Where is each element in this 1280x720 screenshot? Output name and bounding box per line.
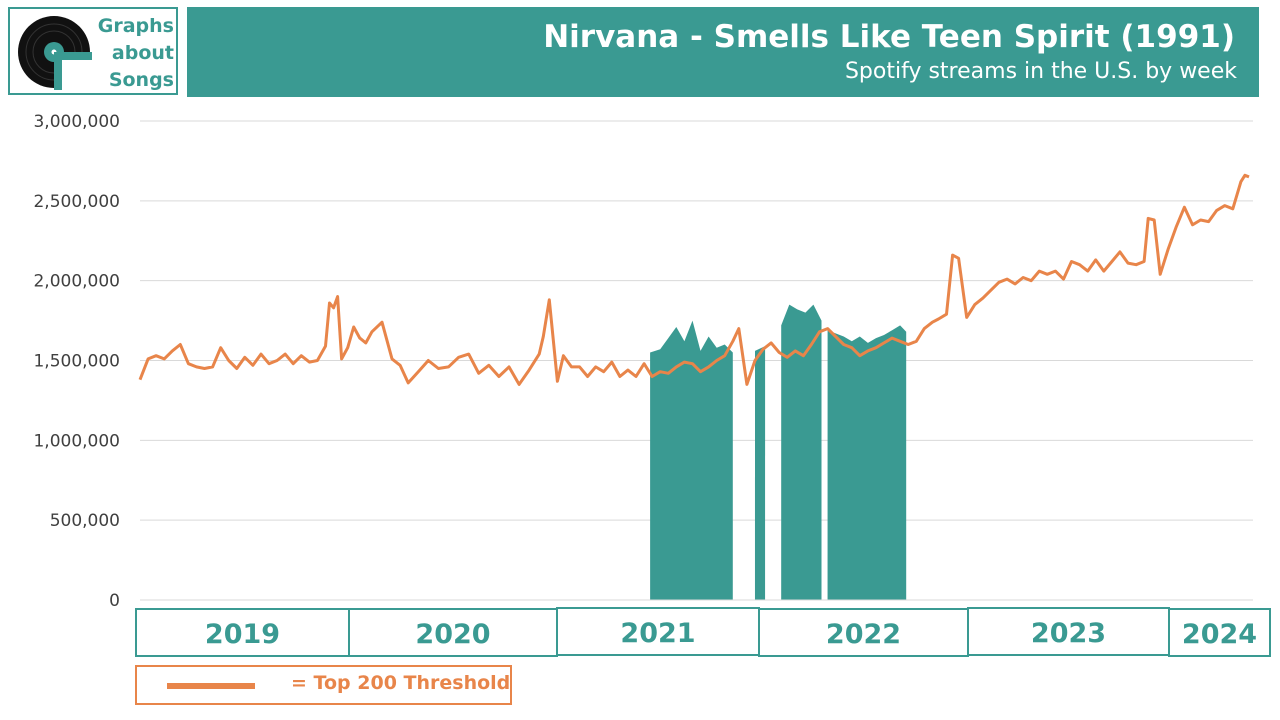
top200-area: [827, 325, 907, 600]
logo-g-bar: [54, 52, 92, 60]
year-label: 2023: [1031, 618, 1106, 649]
y-tick-label: 3,000,000: [33, 112, 120, 132]
logo-g-stem: [54, 52, 62, 90]
brand-line: about: [111, 42, 174, 64]
y-tick-label: 2,500,000: [33, 192, 120, 212]
brand-line: Songs: [108, 69, 174, 91]
top200-area: [754, 346, 766, 600]
year-label: 2019: [205, 619, 280, 650]
legend-line-swatch: [167, 683, 255, 689]
brand-name: Graphs about Songs: [86, 13, 174, 94]
y-tick-label: 500,000: [50, 511, 120, 531]
brand-logo: Graphs about Songs: [8, 7, 178, 95]
year-box: [758, 608, 969, 657]
y-tick-label: 1,500,000: [33, 352, 120, 372]
legend-label: = Top 200 Threshold: [291, 672, 511, 694]
year-box: [348, 608, 558, 657]
vinyl-record-icon: [18, 16, 94, 92]
year-box: [556, 607, 760, 656]
year-label: 2021: [620, 618, 695, 649]
y-tick-label: 0: [109, 591, 120, 611]
year-box: [1168, 608, 1271, 657]
year-label: 2022: [826, 619, 901, 650]
legend-series-name: Top 200 Threshold: [313, 672, 511, 694]
year-label: 2024: [1182, 619, 1257, 650]
brand-line: Graphs: [97, 15, 174, 37]
top200-area: [650, 320, 733, 600]
title-banner: Nirvana - Smells Like Teen Spirit (1991)…: [187, 7, 1259, 97]
year-box: [135, 608, 350, 657]
legend: = Top 200 Threshold: [135, 665, 512, 705]
year-label: 2020: [415, 619, 490, 650]
y-tick-label: 1,000,000: [33, 431, 120, 451]
y-tick-label: 2,000,000: [33, 272, 120, 292]
chart-title: Nirvana - Smells Like Teen Spirit (1991): [543, 19, 1235, 55]
chart-subtitle: Spotify streams in the U.S. by week: [844, 59, 1237, 84]
streams-line: [138, 173, 1250, 386]
top200-area: [781, 304, 822, 600]
